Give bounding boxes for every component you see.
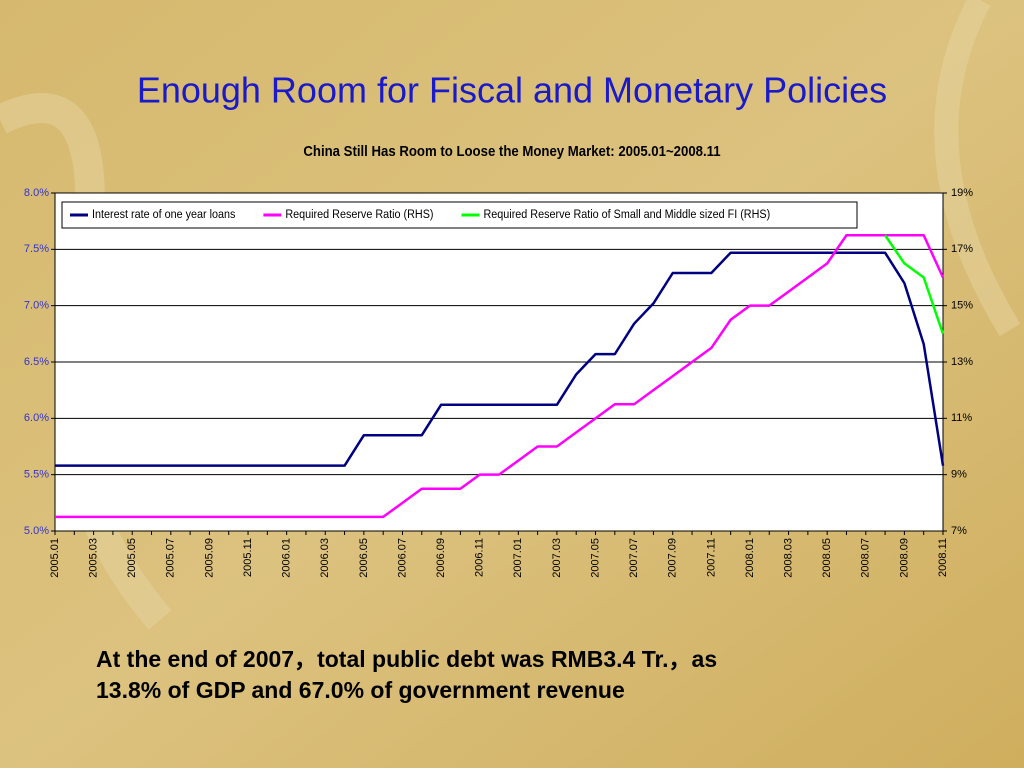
x-tick-label: 2008.03 [782, 538, 794, 578]
x-tick-label: 2008.01 [744, 538, 756, 578]
legend: Interest rate of one year loans Required … [61, 201, 858, 229]
y-tick-label: 8.0% [24, 187, 49, 199]
y2-tick-label: 9% [951, 469, 967, 481]
x-tick-label: 2005.09 [203, 538, 215, 578]
x-tick-label: 2005.07 [165, 538, 177, 578]
body-text: 13.8% of GDP and 67.0% of government rev… [96, 677, 625, 703]
y-tick-label: 5.0% [24, 525, 49, 537]
x-tick-label: 2006.05 [358, 538, 370, 578]
y2-tick-label: 11% [951, 412, 972, 424]
x-tick-label: 2005.11 [242, 538, 254, 577]
x-tick-label: 2005.03 [88, 538, 100, 578]
x-tick-label: 2006.01 [281, 538, 293, 578]
y2-tick-label: 17% [951, 243, 973, 255]
x-tick-label: 2007.03 [551, 538, 563, 578]
x-tick-label: 2005.05 [126, 538, 138, 578]
decoration [934, 0, 1021, 337]
x-tick-label: 2007.07 [628, 538, 640, 578]
line-series [55, 234, 945, 519]
legend-label: Interest rate of one year loans [92, 209, 236, 222]
chart: 5.0% 5.5% 6.0% 6.5% 7.0% 7.5% 8.0% 7% 9% 11% 13% 15… [24, 187, 973, 578]
legend-label: Required Reserve Ratio (RHS) [285, 209, 433, 222]
x-tick-label: 2007.11 [705, 538, 717, 577]
x-tick-label: 2007.05 [589, 538, 601, 578]
y2-tick-label: 19% [951, 187, 973, 199]
body-text: At the end of 2007，total public debt was… [96, 646, 717, 672]
y2-tick-label: 15% [951, 300, 973, 312]
y-tick-label: 6.5% [24, 356, 49, 368]
y-tick-label: 5.5% [24, 469, 49, 481]
x-tick-label: 2008.11 [937, 538, 949, 577]
legend-box [61, 201, 858, 229]
x-tick-label: 2008.09 [898, 538, 910, 578]
x-tick-label: 2006.11 [474, 538, 486, 577]
y-tick-label: 7.0% [24, 300, 49, 312]
line-series [884, 234, 945, 335]
x-tick-label: 2007.09 [667, 538, 679, 578]
x-tick-label: 2006.09 [435, 538, 447, 578]
legend-label: Required Reserve Ratio of Small and Midd… [484, 209, 771, 222]
chart-title: China Still Has Room to Loose the Money … [303, 142, 720, 159]
slide-title: Enough Room for Fiscal and Monetary Poli… [137, 70, 887, 111]
x-tick-label: 2005.01 [49, 538, 61, 578]
x-tick-label: 2008.05 [821, 538, 833, 578]
line-series [55, 251, 945, 467]
y-tick-label: 7.5% [24, 243, 49, 255]
y2-tick-label: 13% [951, 356, 973, 368]
y2-tick-label: 7% [951, 525, 967, 537]
x-tick-label: 2008.07 [860, 538, 872, 578]
x-tick-label: 2007.01 [512, 538, 524, 578]
y-tick-label: 6.0% [24, 412, 49, 424]
x-tick-label: 2006.03 [319, 538, 331, 578]
x-tick-label: 2006.07 [396, 538, 408, 578]
